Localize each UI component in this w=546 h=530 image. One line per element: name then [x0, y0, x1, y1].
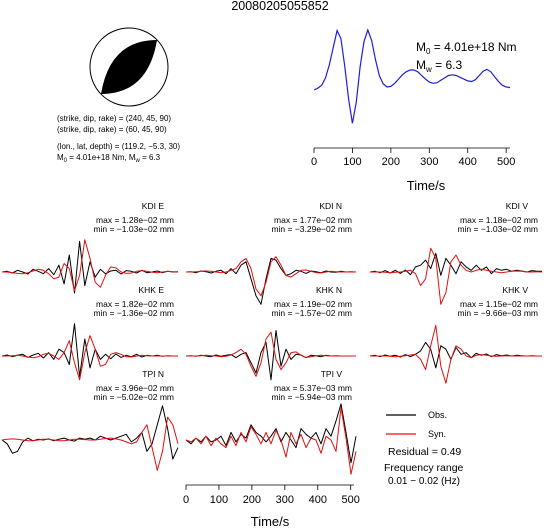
synthetic-trace: [1, 416, 179, 471]
observed-trace: [185, 257, 357, 305]
waveform-x-tick-label: 0: [183, 494, 189, 506]
observed-trace: [1, 405, 179, 460]
observed-trace: [1, 240, 179, 294]
waveform-x-tick-label: 100: [210, 494, 228, 506]
stf-x-tick-label: 300: [420, 156, 438, 168]
synthetic-trace: [2, 239, 179, 292]
synthetic-trace: [370, 324, 542, 384]
synthetic-trace: [185, 407, 357, 475]
max-amplitude-label: max = 1.82e−02 mm: [96, 299, 174, 309]
min-amplitude-label: min = −1.03e−02 mm: [457, 224, 538, 234]
station-label: TPI N: [142, 369, 164, 379]
beachball-compressional-quadrant: [101, 40, 157, 94]
legend-obs-label: Obs.: [428, 410, 447, 420]
max-amplitude-label: max = 1.28e−02 mm: [96, 215, 174, 225]
synthetic-trace: [2, 335, 178, 381]
legend: Obs. Syn.: [386, 410, 447, 439]
station-label: KHK N: [316, 285, 342, 295]
station-label: TPI V: [321, 369, 343, 379]
residual-label: Residual = 0.49: [388, 446, 461, 458]
max-amplitude-label: max = 1.19e−02 mm: [274, 299, 352, 309]
stf-x-tick-label: 100: [343, 156, 361, 168]
moment-magnitude-label: M0 = 4.01e+18 Nm, Mw = 6.3: [57, 153, 161, 164]
stf-series-curve: [313, 28, 511, 124]
event-id-title: 20080205055852: [231, 0, 328, 13]
synthetic-trace: [370, 247, 543, 305]
legend-syn-label: Syn.: [428, 429, 446, 439]
max-amplitude-label: max = 1.77e−02 mm: [274, 215, 352, 225]
min-amplitude-label: min = −9.66e−03 mm: [457, 308, 538, 318]
waveform-x-axis: 0 100 200 300 400 500 Time/s: [183, 484, 360, 529]
max-amplitude-label: max = 1.15e−02 mm: [460, 299, 538, 309]
stf-mw-label: Mw = 6.3: [416, 58, 462, 74]
max-amplitude-label: max = 1.18e−02 mm: [460, 215, 538, 225]
min-amplitude-label: min = −1.03e−02 mm: [93, 224, 174, 234]
frequency-range-value: 0.01 − 0.02 (Hz): [388, 476, 460, 487]
min-amplitude-label: min = −1.57e−02 mm: [271, 308, 352, 318]
max-amplitude-label: max = 3.96e−02 mm: [96, 383, 174, 393]
stf-x-tick-label: 400: [459, 156, 477, 168]
beachball: [89, 27, 169, 107]
waveform-x-tick-label: 400: [309, 494, 327, 506]
location-label: (lon., lat, depth) = (119.2, −5.3, 30): [57, 142, 180, 151]
synthetic-trace: [186, 331, 356, 377]
min-amplitude-label: min = −5.94e−03 mm: [271, 392, 352, 402]
frequency-range-title: Frequency range: [384, 462, 464, 474]
source-time-function-plot: 0 100 200 300 400 500 M0 = 4.01e+18 Nm Mw = 6…: [311, 28, 517, 193]
stf-x-tick-label: 200: [382, 156, 400, 168]
waveform-x-tick-label: 300: [276, 494, 294, 506]
stf-m0-label: M0 = 4.01e+18 Nm: [416, 40, 517, 56]
min-amplitude-label: min = −1.36e−02 mm: [93, 308, 174, 318]
nodal-plane-2-label: (strike, dip, rake) = (60, 45, 90): [57, 125, 167, 134]
synthetic-trace: [186, 256, 356, 297]
max-amplitude-label: max = 5.37e−03 mm: [274, 383, 352, 393]
stf-x-tick-label: 500: [497, 156, 515, 168]
min-amplitude-label: min = −5.02e−02 mm: [93, 392, 174, 402]
waveform-x-ticks: 0 100 200 300 400 500: [183, 485, 360, 506]
station-label: KDI V: [506, 201, 529, 211]
station-label: KHK V: [502, 285, 528, 295]
waveform-x-tick-label: 500: [342, 494, 360, 506]
waveform-x-tick-label: 200: [243, 494, 261, 506]
observed-trace: [185, 403, 357, 464]
waveform-x-axis-label: Time/s: [251, 514, 290, 529]
min-amplitude-label: min = −3.29e−02 mm: [271, 224, 352, 234]
nodal-plane-1-label: (strike, dip, rake) = (240, 45, 90): [57, 114, 171, 123]
station-label: KHK E: [138, 285, 164, 295]
stf-x-tick-label: 0: [311, 156, 317, 168]
stf-x-ticks: 0 100 200 300 400 500: [311, 148, 515, 168]
stf-x-axis-label: Time/s: [407, 178, 446, 193]
station-label: KDI N: [319, 201, 342, 211]
station-label: KDI E: [142, 201, 165, 211]
